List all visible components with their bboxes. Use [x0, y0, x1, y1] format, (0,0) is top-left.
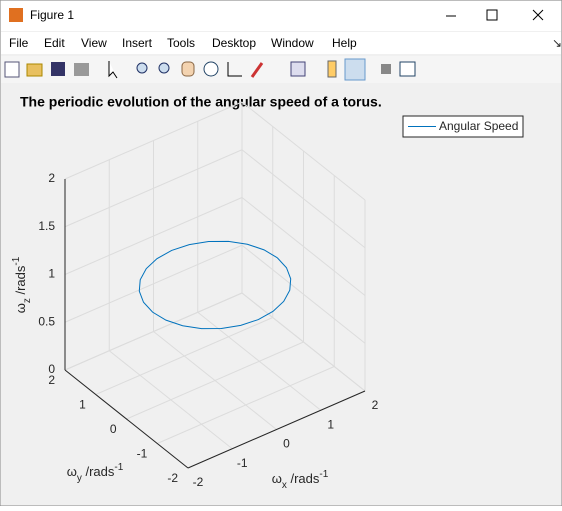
hide-tools-icon[interactable] [381, 64, 391, 74]
y-tick-label: 0 [110, 422, 117, 436]
z-tick-label: 1 [48, 267, 55, 281]
menu-item[interactable]: Insert [122, 36, 153, 50]
menu-bar [1, 32, 561, 54]
new-icon[interactable] [4, 61, 20, 78]
grid-line [64, 149, 243, 228]
close-button[interactable] [532, 9, 544, 21]
xlabel-label: ωx /rads-1 [272, 469, 329, 491]
grid-line [64, 101, 243, 180]
data-line [138, 240, 292, 330]
legend-box [402, 115, 524, 138]
grid-line [157, 366, 335, 444]
x-axis [187, 390, 366, 469]
ylabel-part: /rads [82, 464, 115, 479]
legend-label: Angular Speed [439, 119, 518, 133]
toolbar [1, 56, 561, 83]
grid-line [95, 317, 273, 395]
grid-line [64, 244, 243, 323]
app-icon [9, 8, 23, 22]
grid-line [64, 197, 243, 275]
zlabel-part: -1 [11, 256, 22, 265]
x-tick-label: 1 [327, 417, 334, 431]
menu-item[interactable]: Window [271, 36, 314, 50]
grid-line [241, 292, 366, 392]
toolbar-icons [4, 58, 416, 81]
maximize-button[interactable] [486, 9, 498, 21]
chart-title: The periodic evolution of the angular sp… [20, 94, 382, 110]
zlabel-label: ωz /rads-1 [11, 256, 33, 313]
select-icon[interactable] [108, 61, 118, 79]
colorbar-icon[interactable] [327, 60, 337, 78]
menu-item[interactable]: File [9, 36, 29, 50]
menu-arrow: ↘ [552, 36, 562, 50]
y-tick-label: -1 [137, 447, 148, 461]
menu-item[interactable]: Desktop [212, 36, 256, 50]
grid-line [241, 244, 366, 344]
xlabel-part: ω [272, 471, 282, 486]
y-axis [64, 369, 189, 469]
z-tick-label: 1.5 [38, 219, 55, 233]
show-tools-icon[interactable] [399, 61, 416, 77]
brush-icon[interactable] [250, 62, 264, 78]
x-tick-label: -1 [237, 456, 248, 470]
menu-item[interactable]: Edit [44, 36, 65, 50]
window-title: Figure 1 [30, 8, 74, 22]
ylabel-part: ω [67, 464, 77, 479]
menu-item[interactable]: Help [332, 36, 357, 50]
x-tick-label: 0 [283, 437, 290, 451]
ylabel-part: y [77, 473, 82, 484]
save-icon[interactable] [51, 62, 65, 76]
grid-line [241, 101, 366, 201]
x-tick-label: -2 [193, 475, 204, 489]
grid-line [126, 341, 304, 420]
title-bar [1, 1, 561, 31]
z-tick-label: 0 [48, 362, 55, 376]
grid-line [64, 292, 243, 371]
z-tick-label: 2 [48, 171, 55, 185]
xlabel-part: x [282, 480, 287, 491]
print-icon[interactable] [74, 63, 89, 76]
menu-item[interactable]: View [81, 36, 107, 50]
y-tick-label: 2 [48, 373, 55, 387]
zlabel-part: ω [13, 303, 28, 313]
ylabel-label: ωy /rads-1 [67, 462, 124, 484]
z-tick-label: 0.5 [38, 314, 55, 328]
grid-line [241, 197, 366, 296]
legend-icon[interactable] [344, 58, 366, 81]
menu-item[interactable]: Tools [167, 36, 195, 50]
y-tick-label: -2 [167, 471, 178, 485]
y-tick-label: 1 [79, 398, 86, 412]
data-cursor-icon[interactable] [227, 62, 242, 77]
zoom-out-icon[interactable] [158, 62, 170, 74]
rotate-icon[interactable] [203, 61, 219, 77]
zlabel-part: z [22, 298, 33, 303]
x-tick-label: 2 [372, 398, 379, 412]
link-icon[interactable] [290, 61, 306, 77]
grid-line [241, 149, 366, 249]
zoom-in-icon[interactable] [136, 62, 148, 74]
ylabel-part: -1 [114, 462, 123, 473]
xlabel-part: -1 [319, 469, 328, 480]
zlabel-part: /rads [13, 265, 28, 298]
pan-icon[interactable] [181, 61, 195, 77]
open-icon[interactable] [26, 63, 43, 77]
xlabel-part: /rads [287, 471, 320, 486]
